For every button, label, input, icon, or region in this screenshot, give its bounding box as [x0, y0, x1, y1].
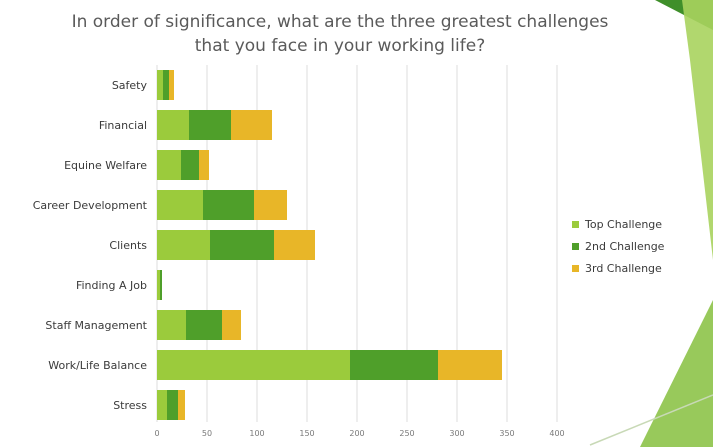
bar-segment	[199, 150, 209, 180]
bar-segment	[157, 230, 210, 260]
chart-title-line-1: In order of significance, what are the t…	[71, 12, 609, 32]
slide-accent-right	[682, 0, 713, 260]
x-tick-label: 300	[449, 429, 464, 438]
bar-segment	[254, 190, 287, 220]
bar-segment	[157, 270, 160, 300]
x-tick-label: 0	[154, 429, 159, 438]
x-tick-label: 250	[399, 429, 414, 438]
bar-segment	[167, 390, 178, 420]
bar-segment	[169, 70, 174, 100]
category-label: Safety	[112, 79, 148, 92]
bar-segment	[438, 350, 502, 380]
slide-accent-line	[589, 394, 713, 446]
legend-label: 2nd Challenge	[585, 240, 665, 253]
category-label: Career Development	[33, 199, 148, 212]
legend-label: 3rd Challenge	[585, 262, 662, 275]
bar-segment	[163, 70, 169, 100]
chart-title-line-2: that you face in your working life?	[194, 36, 486, 56]
x-tick-labels: 0 50 100 150 200 250 300 350 400	[154, 429, 564, 438]
category-label: Stress	[113, 399, 147, 412]
slide-accent-bottom	[640, 300, 713, 447]
x-tick-label: 400	[549, 429, 564, 438]
legend-swatch	[572, 265, 579, 272]
bar-segment	[157, 350, 350, 380]
category-label: Equine Welfare	[64, 159, 147, 172]
bar-segment	[157, 310, 186, 340]
bar-segment	[210, 230, 274, 260]
category-label: Work/Life Balance	[48, 359, 147, 372]
bar-segment	[231, 110, 272, 140]
bar-segment	[203, 190, 254, 220]
bar-segment	[189, 110, 231, 140]
bar-segment	[274, 230, 315, 260]
legend-swatch	[572, 243, 579, 250]
chart-title: In order of significance, what are the t…	[20, 10, 660, 58]
category-label: Finding A Job	[76, 279, 147, 292]
bar-segment	[222, 310, 241, 340]
category-label: Financial	[99, 119, 147, 132]
bar-segment	[181, 150, 199, 180]
x-tick-label: 100	[249, 429, 264, 438]
bar-segment	[157, 70, 163, 100]
bar-segment	[157, 390, 167, 420]
bar-segment	[157, 110, 189, 140]
bar-segment	[157, 190, 203, 220]
category-label: Clients	[109, 239, 147, 252]
bar-segment	[186, 310, 222, 340]
legend-swatch	[572, 221, 579, 228]
chart-legend: Top Challenge 2nd Challenge 3rd Challenge	[572, 218, 665, 275]
x-tick-label: 350	[499, 429, 514, 438]
chart-bars	[157, 70, 502, 420]
category-label: Staff Management	[45, 319, 147, 332]
bar-segment	[160, 270, 162, 300]
bar-segment	[178, 390, 185, 420]
legend-label: Top Challenge	[584, 218, 662, 231]
x-tick-label: 50	[202, 429, 212, 438]
bar-segment	[157, 150, 181, 180]
category-labels: Safety Financial Equine Welfare Career Deve…	[33, 79, 148, 412]
x-tick-label: 150	[299, 429, 314, 438]
x-tick-label: 200	[349, 429, 364, 438]
bar-segment	[350, 350, 438, 380]
